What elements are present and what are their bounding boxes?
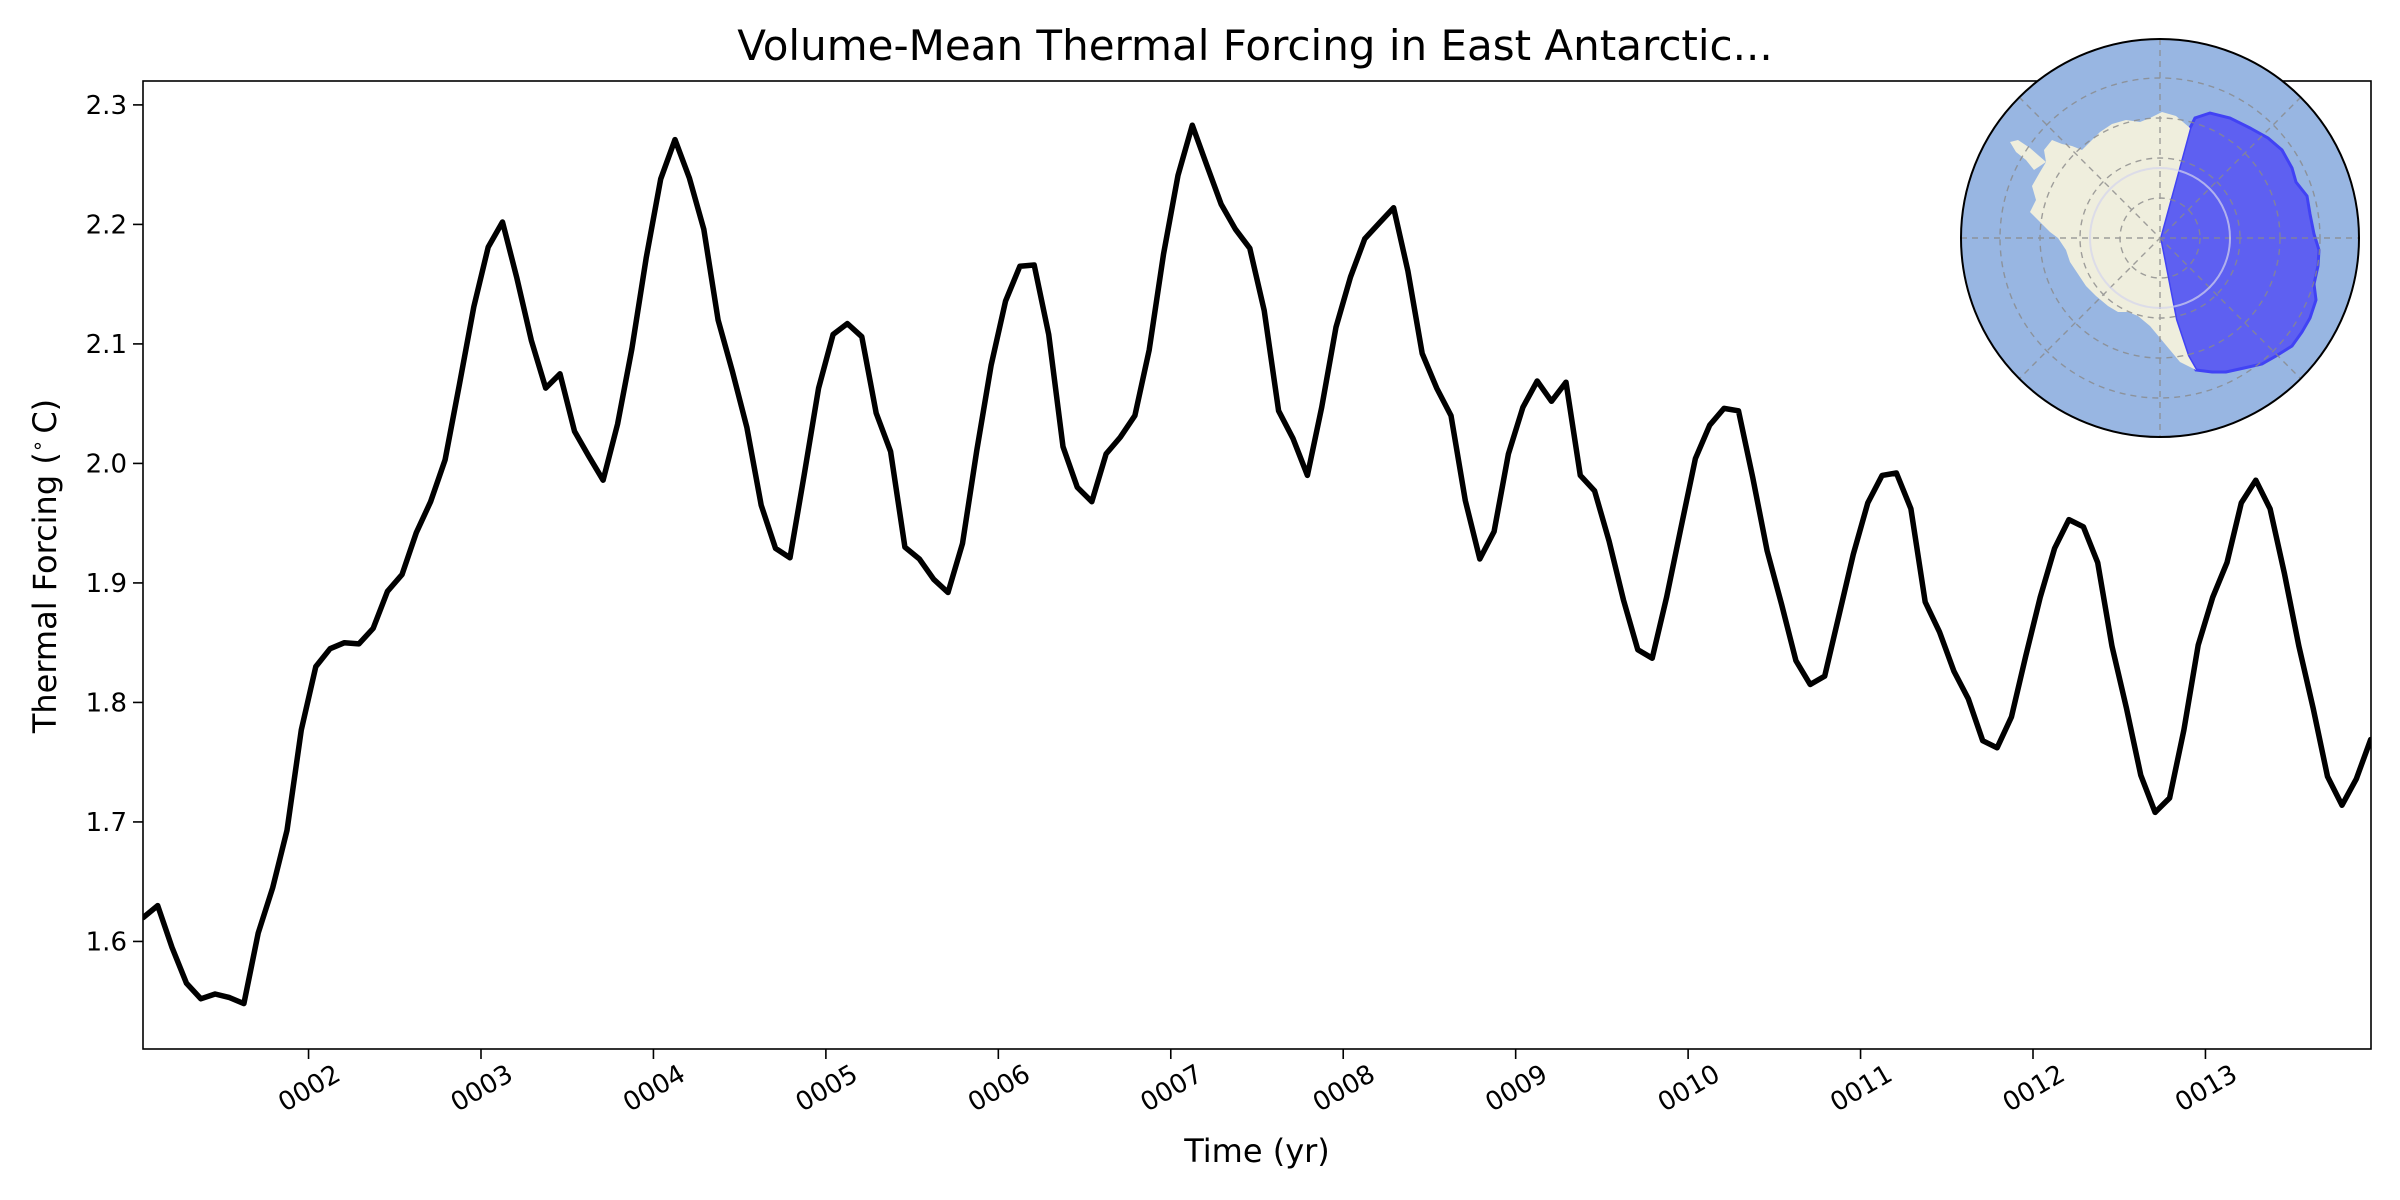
region-inner-boundary: [2089, 167, 2231, 309]
y-tick-label: 2.2: [86, 210, 127, 240]
map-graticule: [1961, 39, 2359, 437]
y-tick-label: 1.8: [86, 688, 127, 718]
x-axis-label: Time (yr): [1183, 1132, 1330, 1170]
y-axis-label-unit: C): [26, 399, 64, 434]
y-tick-label: 1.6: [86, 927, 127, 957]
axes-frame: [142, 80, 2372, 1050]
antarctic-peninsula: [2010, 140, 2046, 170]
y-axis-ticks: 1.6 1.7 1.8 1.9 2.0 2.1 2.2 2.3: [86, 91, 143, 957]
y-axis-label: Thermal Forcing (∘ C): [25, 399, 64, 734]
y-axis-label-degree: ∘: [25, 440, 49, 453]
chart-title: Volume-Mean Thermal Forcing in East Anta…: [737, 21, 1772, 70]
antarctica-landmass: [2030, 112, 2196, 370]
thermal-forcing-line: [143, 122, 2371, 1007]
plot-area: [143, 122, 2371, 1007]
y-tick-label: 2.0: [86, 449, 127, 479]
y-tick-label: 2.1: [86, 330, 127, 360]
antarctica-inset-map: [1960, 38, 2360, 438]
map-border: [1960, 38, 2360, 438]
y-tick-label: 1.9: [86, 569, 127, 599]
y-tick-label: 1.7: [86, 808, 127, 838]
y-tick-label: 2.3: [86, 91, 127, 121]
y-axis-label-text: Thermal Forcing (: [26, 452, 64, 734]
